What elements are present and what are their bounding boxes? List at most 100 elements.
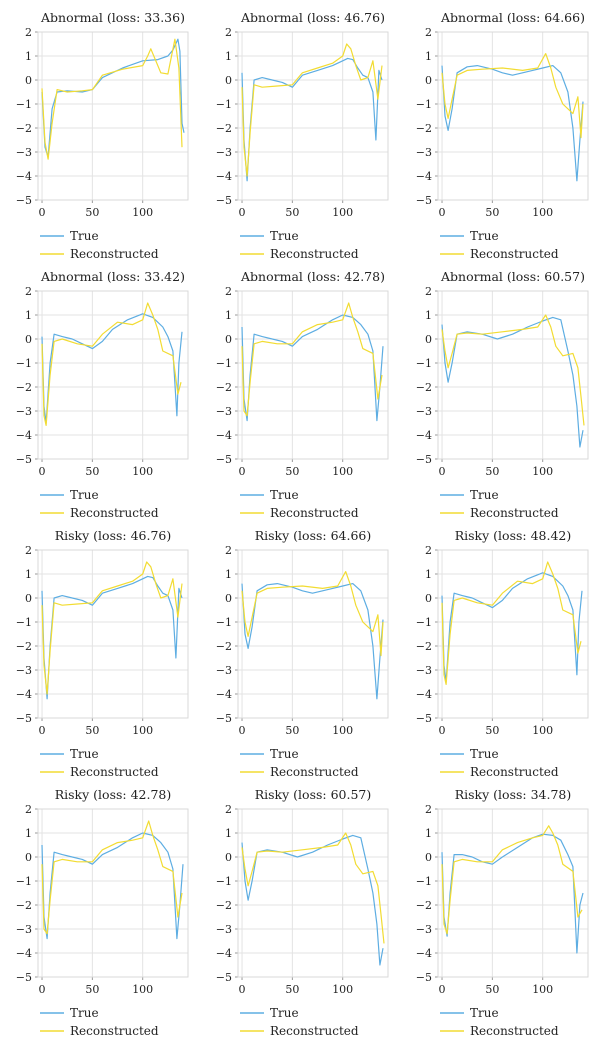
y-tick-label: 1 <box>25 568 32 581</box>
x-tick-label: 0 <box>239 465 246 478</box>
x-tick-label: 50 <box>485 465 499 478</box>
y-tick-label: −5 <box>16 194 32 207</box>
legend-label-reconstructed: Reconstructed <box>470 765 559 779</box>
y-tick-label: 2 <box>225 544 232 557</box>
series-line-reconstructed <box>241 832 385 944</box>
line-chart: Risky (loss: 48.42) 2 1 0 −1 −2 −3 −4 −5 0 50 100 Tr… <box>416 528 589 779</box>
y-tick-label: −3 <box>416 146 432 159</box>
x-tick-label: 100 <box>332 724 353 737</box>
y-tick-label: −1 <box>416 98 432 111</box>
x-tick-label: 0 <box>439 724 446 737</box>
x-tick-label: 100 <box>532 724 553 737</box>
y-tick-label: −5 <box>416 453 432 466</box>
y-tick-label: −3 <box>16 146 32 159</box>
y-tick-label: 0 <box>425 333 432 346</box>
series-line-reconstructed <box>441 52 584 139</box>
line-chart: Risky (loss: 60.57) 2 1 0 −1 −2 −3 −4 −5 0 50 100 Tr… <box>216 787 389 1038</box>
chart-panel: Risky (loss: 64.66) 2 1 0 −1 −2 −3 −4 −5 0 50 100 Tr… <box>200 522 400 781</box>
chart-title: Risky (loss: 64.66) <box>255 528 372 543</box>
chart-panel: Abnormal (loss: 60.57) 2 1 0 −1 −2 −3 −4 −5 0 50 10… <box>400 263 600 522</box>
y-tick-label: −2 <box>16 381 32 394</box>
line-chart: Abnormal (loss: 33.42) 2 1 0 −1 −2 −3 −4 −5 0 50 10… <box>16 269 189 520</box>
x-tick-label: 100 <box>132 465 153 478</box>
y-tick-label: −2 <box>416 122 432 135</box>
y-tick-label: −1 <box>216 875 232 888</box>
x-tick-label: 0 <box>239 206 246 219</box>
chart-panel: Abnormal (loss: 33.42) 2 1 0 −1 −2 −3 −4 −5 0 50 10… <box>0 263 200 522</box>
y-tick-label: 1 <box>25 827 32 840</box>
legend-label-true: True <box>470 488 499 502</box>
y-tick-label: −1 <box>16 875 32 888</box>
series-line-reconstructed <box>41 561 183 695</box>
y-tick-label: 0 <box>25 592 32 605</box>
series-line-reconstructed <box>241 43 383 177</box>
legend-label-true: True <box>270 747 299 761</box>
y-tick-label: 1 <box>425 568 432 581</box>
y-tick-label: −1 <box>16 357 32 370</box>
legend-label-true: True <box>270 229 299 243</box>
legend-label-reconstructed: Reconstructed <box>270 247 359 261</box>
y-tick-label: −1 <box>216 616 232 629</box>
y-tick-label: −4 <box>416 429 432 442</box>
x-tick-label: 100 <box>532 983 553 996</box>
y-tick-label: 0 <box>425 592 432 605</box>
x-tick-label: 0 <box>39 465 46 478</box>
plot-frame <box>237 549 389 719</box>
y-tick-label: 1 <box>25 309 32 322</box>
legend-label-true: True <box>270 488 299 502</box>
y-tick-label: 2 <box>425 803 432 816</box>
y-tick-label: −2 <box>416 381 432 394</box>
y-tick-label: −2 <box>216 122 232 135</box>
chart-title: Abnormal (loss: 42.78) <box>240 269 385 284</box>
y-tick-label: 0 <box>25 851 32 864</box>
y-tick-label: 2 <box>25 26 32 39</box>
plot-frame <box>437 31 589 201</box>
chart-panel: Risky (loss: 48.42) 2 1 0 −1 −2 −3 −4 −5 0 50 100 Tr… <box>400 522 600 781</box>
y-tick-label: 2 <box>425 285 432 298</box>
x-tick-label: 50 <box>285 724 299 737</box>
x-tick-label: 50 <box>285 206 299 219</box>
y-tick-label: −2 <box>416 640 432 653</box>
y-tick-label: 1 <box>225 568 232 581</box>
series-line-true <box>441 316 584 448</box>
series-line-true <box>241 834 384 966</box>
x-tick-label: 100 <box>132 206 153 219</box>
y-tick-label: −4 <box>216 429 232 442</box>
x-tick-label: 50 <box>285 983 299 996</box>
line-chart: Abnormal (loss: 60.57) 2 1 0 −1 −2 −3 −4 −5 0 50 10… <box>416 269 589 520</box>
series-line-reconstructed <box>441 561 582 685</box>
y-tick-label: −4 <box>16 429 32 442</box>
y-tick-label: −1 <box>216 357 232 370</box>
chart-title: Risky (loss: 48.42) <box>455 528 572 543</box>
chart-panel: Risky (loss: 34.78) 2 1 0 −1 −2 −3 −4 −5 0 50 100 Tr… <box>400 781 600 1040</box>
x-tick-label: 100 <box>332 206 353 219</box>
legend-label-reconstructed: Reconstructed <box>470 247 559 261</box>
y-tick-label: 1 <box>225 827 232 840</box>
y-tick-label: −2 <box>416 899 432 912</box>
legend-label-reconstructed: Reconstructed <box>70 1024 159 1038</box>
x-tick-label: 50 <box>485 724 499 737</box>
legend-label-reconstructed: Reconstructed <box>470 1024 559 1038</box>
legend-label-true: True <box>70 488 99 502</box>
y-tick-label: −4 <box>416 688 432 701</box>
legend-label-reconstructed: Reconstructed <box>70 247 159 261</box>
y-tick-label: −4 <box>216 947 232 960</box>
y-tick-label: −3 <box>216 405 232 418</box>
y-tick-label: −5 <box>16 712 32 725</box>
y-tick-label: −3 <box>216 664 232 677</box>
plot-frame <box>437 808 589 978</box>
x-tick-label: 50 <box>285 465 299 478</box>
x-tick-label: 50 <box>85 465 99 478</box>
y-tick-label: −2 <box>216 381 232 394</box>
series-line-reconstructed <box>441 825 583 935</box>
y-tick-label: 1 <box>25 50 32 63</box>
line-chart: Risky (loss: 34.78) 2 1 0 −1 −2 −3 −4 −5 0 50 100 Tr… <box>416 787 589 1038</box>
legend-label-reconstructed: Reconstructed <box>470 506 559 520</box>
legend-label-true: True <box>470 747 499 761</box>
y-tick-label: −5 <box>416 712 432 725</box>
y-tick-label: −3 <box>216 146 232 159</box>
y-tick-label: −1 <box>16 98 32 111</box>
legend-label-true: True <box>470 229 499 243</box>
x-tick-label: 50 <box>485 983 499 996</box>
